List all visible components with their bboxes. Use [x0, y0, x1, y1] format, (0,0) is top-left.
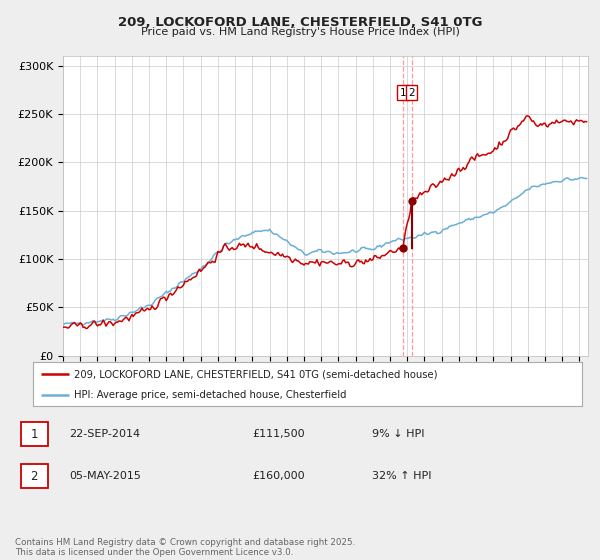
- Text: 05-MAY-2015: 05-MAY-2015: [69, 471, 141, 481]
- Text: Contains HM Land Registry data © Crown copyright and database right 2025.
This d: Contains HM Land Registry data © Crown c…: [15, 538, 355, 557]
- Text: 9% ↓ HPI: 9% ↓ HPI: [372, 429, 425, 439]
- Text: 1: 1: [400, 88, 406, 98]
- Text: 209, LOCKOFORD LANE, CHESTERFIELD, S41 0TG: 209, LOCKOFORD LANE, CHESTERFIELD, S41 0…: [118, 16, 482, 29]
- Text: 209, LOCKOFORD LANE, CHESTERFIELD, S41 0TG (semi-detached house): 209, LOCKOFORD LANE, CHESTERFIELD, S41 0…: [74, 369, 437, 379]
- Text: 2: 2: [31, 469, 38, 483]
- Text: £160,000: £160,000: [252, 471, 305, 481]
- Text: Price paid vs. HM Land Registry's House Price Index (HPI): Price paid vs. HM Land Registry's House …: [140, 27, 460, 37]
- Text: 2: 2: [408, 88, 415, 98]
- Text: HPI: Average price, semi-detached house, Chesterfield: HPI: Average price, semi-detached house,…: [74, 390, 347, 400]
- Text: 1: 1: [31, 427, 38, 441]
- Text: £111,500: £111,500: [252, 429, 305, 439]
- Text: 22-SEP-2014: 22-SEP-2014: [69, 429, 140, 439]
- Text: 32% ↑ HPI: 32% ↑ HPI: [372, 471, 431, 481]
